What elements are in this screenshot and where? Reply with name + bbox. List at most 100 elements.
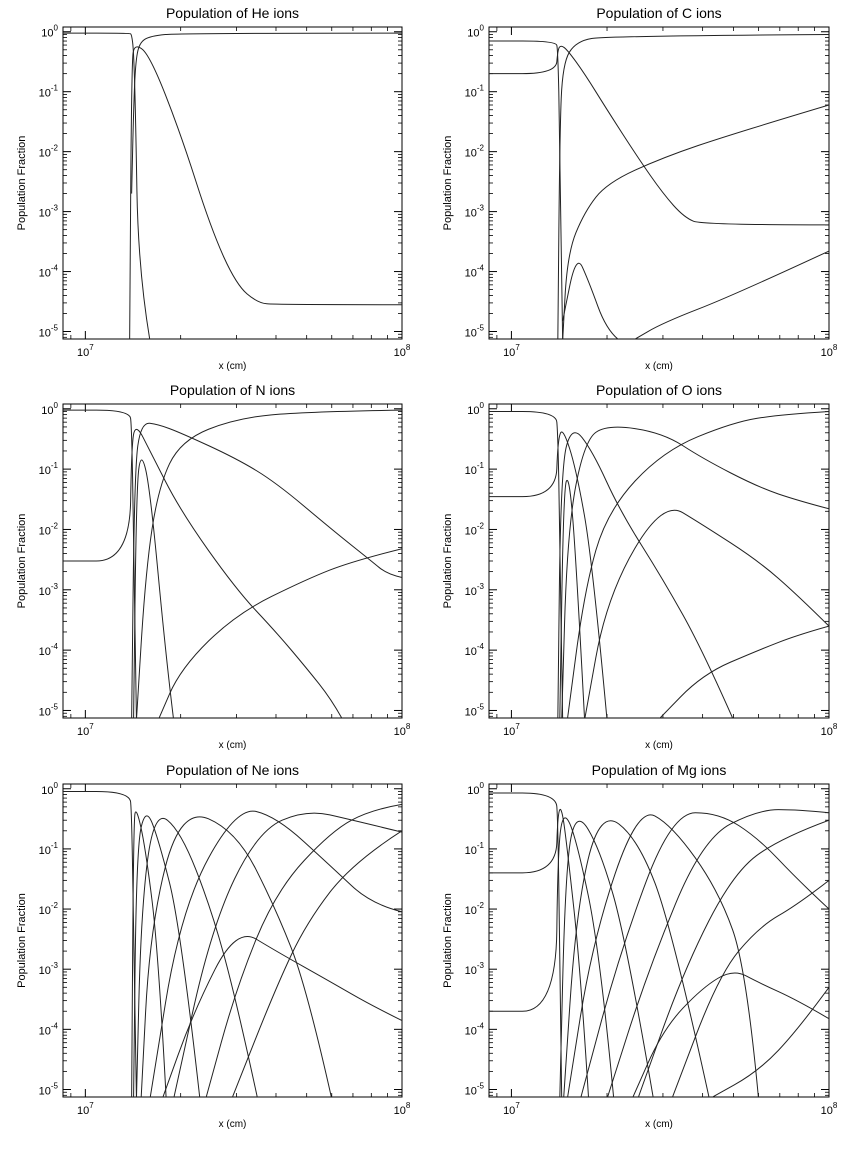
y-tick-label: 10-4 xyxy=(39,642,59,658)
series-line-5 xyxy=(158,548,402,718)
series-group xyxy=(63,409,402,718)
x-axis-label: x (cm) xyxy=(645,740,673,751)
series-line-10 xyxy=(162,936,402,1097)
series-line-6 xyxy=(133,459,174,718)
y-tick-label: 100 xyxy=(467,781,484,797)
series-line-3 xyxy=(489,817,615,1097)
series-line-8 xyxy=(559,479,586,718)
x-tick-label: 107 xyxy=(77,722,94,738)
y-tick-label: 10-2 xyxy=(39,521,59,537)
y-tick-label: 10-2 xyxy=(465,521,485,537)
plot-frame xyxy=(62,26,403,340)
x-tick-label: 107 xyxy=(503,722,520,738)
series-line-3 xyxy=(133,815,201,1097)
y-tick-label: 10-5 xyxy=(465,702,485,718)
x-tick-label: 108 xyxy=(394,1101,411,1117)
x-tick-label: 107 xyxy=(77,343,94,359)
x-axis-label: x (cm) xyxy=(219,740,247,751)
series-line-5 xyxy=(567,411,829,718)
chart-title: Population of He ions xyxy=(166,5,299,21)
series-group xyxy=(63,32,402,339)
series-group xyxy=(489,33,829,339)
x-tick-label: 107 xyxy=(503,1101,520,1117)
series-line-2 xyxy=(131,811,167,1097)
series-line-3 xyxy=(557,33,829,339)
y-tick-label: 100 xyxy=(41,781,58,797)
y-tick-label: 10-1 xyxy=(39,84,59,100)
series-line-4 xyxy=(561,426,829,718)
series-line-1 xyxy=(489,40,564,339)
series-group xyxy=(63,791,402,1097)
y-tick-label: 10-4 xyxy=(465,642,485,658)
chart-panel-1: Population of He ions 100 10-1 10-2 10-3 10-4… xyxy=(16,5,411,372)
y-tick-label: 10-2 xyxy=(465,144,485,160)
y-tick-label: 10-4 xyxy=(39,264,59,280)
series-line-8 xyxy=(205,803,402,1097)
series-line-3 xyxy=(131,422,402,718)
y-tick-label: 10-2 xyxy=(39,901,59,917)
series-line-4 xyxy=(135,818,258,1097)
series-line-6 xyxy=(567,814,759,1097)
y-tick-label: 10-5 xyxy=(39,1081,59,1097)
series-line-5 xyxy=(562,262,619,339)
y-axis-label: Population Fraction xyxy=(16,514,28,609)
series-line-4 xyxy=(136,409,402,718)
series-group xyxy=(489,411,829,718)
series-line-7 xyxy=(173,812,402,1097)
series-line-5 xyxy=(563,820,710,1097)
x-tick-label: 108 xyxy=(821,343,838,359)
series-line-4 xyxy=(562,104,829,339)
series-line-11 xyxy=(711,987,829,1097)
series-line-7 xyxy=(659,625,829,718)
series-line-1 xyxy=(63,32,151,339)
series-line-6 xyxy=(634,250,829,339)
y-tick-label: 10-3 xyxy=(465,582,485,598)
series-line-1 xyxy=(63,791,137,1097)
series-line-10 xyxy=(671,879,829,1097)
y-tick-label: 10-3 xyxy=(465,961,485,977)
y-axis-label: Population Fraction xyxy=(16,136,28,231)
series-line-1 xyxy=(489,792,563,1097)
y-tick-label: 10-1 xyxy=(39,841,59,857)
series-line-2 xyxy=(489,808,589,1097)
x-tick-label: 108 xyxy=(394,343,411,359)
y-tick-label: 10-1 xyxy=(465,841,485,857)
x-tick-label: 107 xyxy=(77,1101,94,1117)
chart-title: Population of Mg ions xyxy=(592,762,727,778)
chart-panel-6: Population of Mg ions 100 10-1 10-2 10-3 10-4… xyxy=(442,762,838,1130)
x-axis-label: x (cm) xyxy=(645,1119,673,1130)
y-tick-label: 10-4 xyxy=(39,1021,59,1037)
chart-title: Population of C ions xyxy=(596,5,721,21)
y-axis-label: Population Fraction xyxy=(442,136,454,231)
x-tick-label: 108 xyxy=(394,722,411,738)
series-line-1 xyxy=(63,409,137,718)
y-tick-label: 10-4 xyxy=(465,1021,485,1037)
x-tick-label: 108 xyxy=(821,1101,838,1117)
series-line-2 xyxy=(489,431,608,718)
series-line-6 xyxy=(584,509,829,718)
y-tick-label: 10-5 xyxy=(39,702,59,718)
x-axis-label: x (cm) xyxy=(219,361,247,372)
chart-panel-5: Population of Ne ions 100 10-1 10-2 10-3 10-4… xyxy=(16,762,411,1130)
y-tick-label: 100 xyxy=(467,24,484,40)
plot-frame xyxy=(62,403,403,719)
plot-frame xyxy=(62,783,403,1098)
y-tick-label: 100 xyxy=(41,401,58,417)
y-tick-label: 10-2 xyxy=(39,144,59,160)
chart-panel-4: Population of O ions 100 10-1 10-2 10-3 10-4 1… xyxy=(442,382,838,751)
y-tick-label: 10-5 xyxy=(465,324,485,340)
y-tick-label: 10-4 xyxy=(465,264,485,280)
y-tick-label: 10-5 xyxy=(39,324,59,340)
series-line-2 xyxy=(63,428,343,718)
y-tick-label: 10-3 xyxy=(39,961,59,977)
chart-title: Population of N ions xyxy=(170,382,295,398)
series-line-6 xyxy=(149,810,402,1097)
y-tick-label: 10-1 xyxy=(39,461,59,477)
series-line-9 xyxy=(231,830,402,1097)
y-tick-label: 100 xyxy=(41,24,58,40)
y-tick-label: 10-1 xyxy=(465,461,485,477)
y-axis-label: Population Fraction xyxy=(16,893,28,988)
y-tick-label: 10-3 xyxy=(39,204,59,220)
chart-panel-2: Population of C ions 100 10-1 10-2 10-3 10-4 1… xyxy=(442,5,838,372)
series-line-5 xyxy=(140,816,332,1097)
